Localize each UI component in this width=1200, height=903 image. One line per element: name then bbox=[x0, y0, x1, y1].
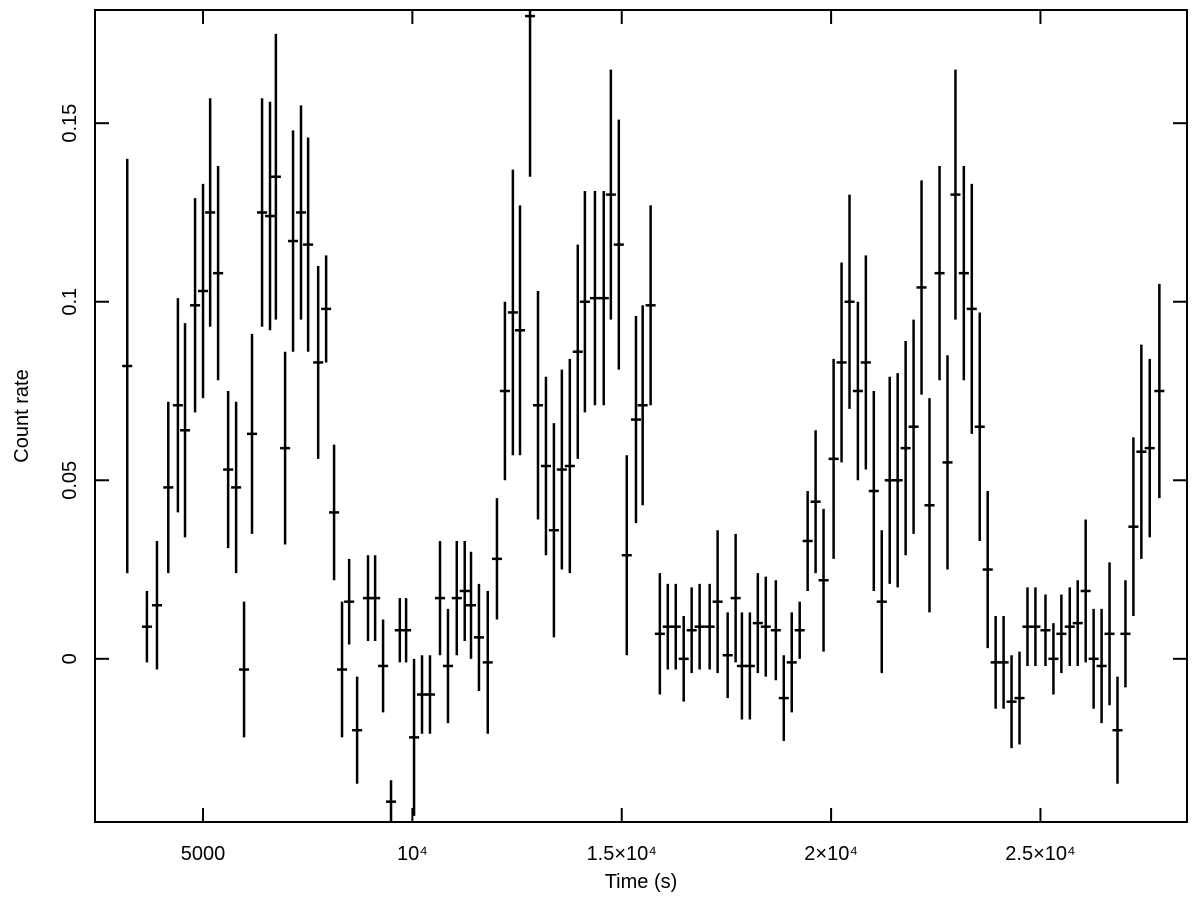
x-tick-label: 2.5×10⁴ bbox=[1005, 843, 1075, 865]
x-tick-label: 10⁴ bbox=[397, 843, 428, 865]
x-tick-label: 2×10⁴ bbox=[804, 843, 858, 865]
data-layer bbox=[122, 10, 1165, 822]
x-tick-label: 5000 bbox=[181, 843, 226, 865]
y-axis-label: Count rate bbox=[11, 369, 33, 462]
y-tick-label: 0.15 bbox=[59, 104, 81, 143]
x-axis-label: Time (s) bbox=[605, 871, 678, 893]
x-tick-label: 1.5×10⁴ bbox=[587, 843, 657, 865]
y-tick-label: 0.05 bbox=[59, 461, 81, 500]
y-tick-label: 0 bbox=[59, 653, 81, 664]
plot-frame bbox=[94, 9, 1188, 823]
y-tick-label: 0.1 bbox=[59, 288, 81, 316]
